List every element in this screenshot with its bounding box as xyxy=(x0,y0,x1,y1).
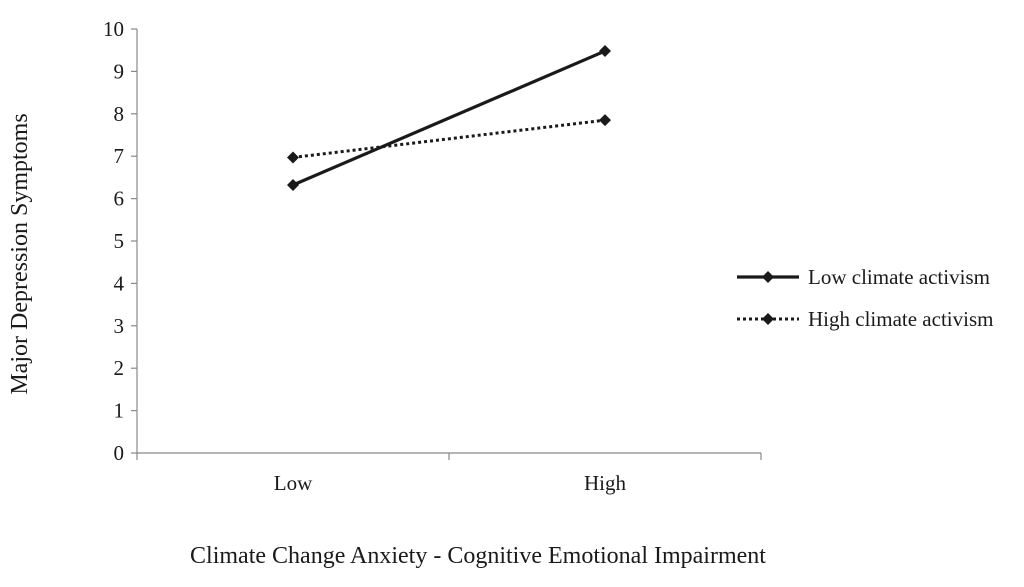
x-tick-label: Low xyxy=(274,471,313,495)
y-ticks: 0 1 2 3 4 5 6 7 8 9 10 xyxy=(103,17,137,465)
data-point xyxy=(287,151,299,164)
legend-marker xyxy=(762,313,774,325)
legend-entry: High climate activism xyxy=(737,307,993,331)
y-tick-label: 9 xyxy=(114,59,125,83)
axes xyxy=(136,29,761,454)
legend: Low climate activism High climate activis… xyxy=(737,265,993,331)
y-tick-label: 5 xyxy=(114,229,125,253)
x-ticks: Low High xyxy=(136,453,762,495)
series-line xyxy=(292,118,606,159)
series-1 xyxy=(287,45,611,192)
y-tick-label: 4 xyxy=(114,271,125,295)
y-tick-label: 10 xyxy=(103,17,124,41)
y-tick-label: 7 xyxy=(114,144,125,168)
series-2 xyxy=(287,114,611,164)
series-line xyxy=(292,49,606,187)
legend-marker xyxy=(762,271,774,283)
legend-entry: Low climate activism xyxy=(737,265,990,289)
data-point xyxy=(287,179,299,192)
y-axis-title: Major Depression Symptoms xyxy=(7,113,33,394)
x-axis-title: Climate Change Anxiety - Cognitive Emoti… xyxy=(190,543,766,569)
data-point xyxy=(599,114,611,127)
y-tick-label: 1 xyxy=(114,399,125,423)
legend-label: Low climate activism xyxy=(808,265,990,289)
y-tick-label: 8 xyxy=(114,102,125,126)
y-tick-label: 2 xyxy=(114,356,125,380)
y-tick-label: 6 xyxy=(114,187,125,211)
y-tick-label: 0 xyxy=(114,441,125,465)
x-tick-label: High xyxy=(584,471,627,495)
y-tick-label: 3 xyxy=(114,314,125,338)
data-point xyxy=(599,45,611,58)
series-layer xyxy=(287,45,611,192)
legend-label: High climate activism xyxy=(808,307,993,331)
